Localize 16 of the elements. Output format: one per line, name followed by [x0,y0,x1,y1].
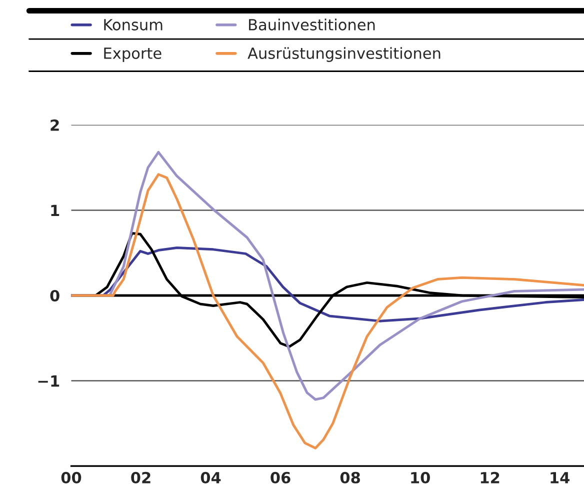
x-tick-label: 04 [200,472,221,484]
x-tick-label: 00 [61,472,82,484]
y-tick-label: 1 [51,204,60,216]
x-tick-label: 14 [550,472,570,484]
y-tick-label: 0 [50,290,60,302]
x-tick-label: 06 [270,472,290,484]
legend-label: Konsum [104,19,162,30]
x-tick-label: 12 [480,472,500,484]
y-tick-label: 2 [50,119,59,131]
x-tick-label: 08 [340,472,360,484]
x-tick-label: 10 [411,472,430,484]
legend-label: Ausrüstungsinvestitionen [248,47,440,62]
y-tick-label: −1 [38,375,60,387]
legend-label: Exporte [104,48,162,62]
legend-label: Bauinvestitionen [249,18,375,30]
x-tick-label: 02 [131,472,150,484]
